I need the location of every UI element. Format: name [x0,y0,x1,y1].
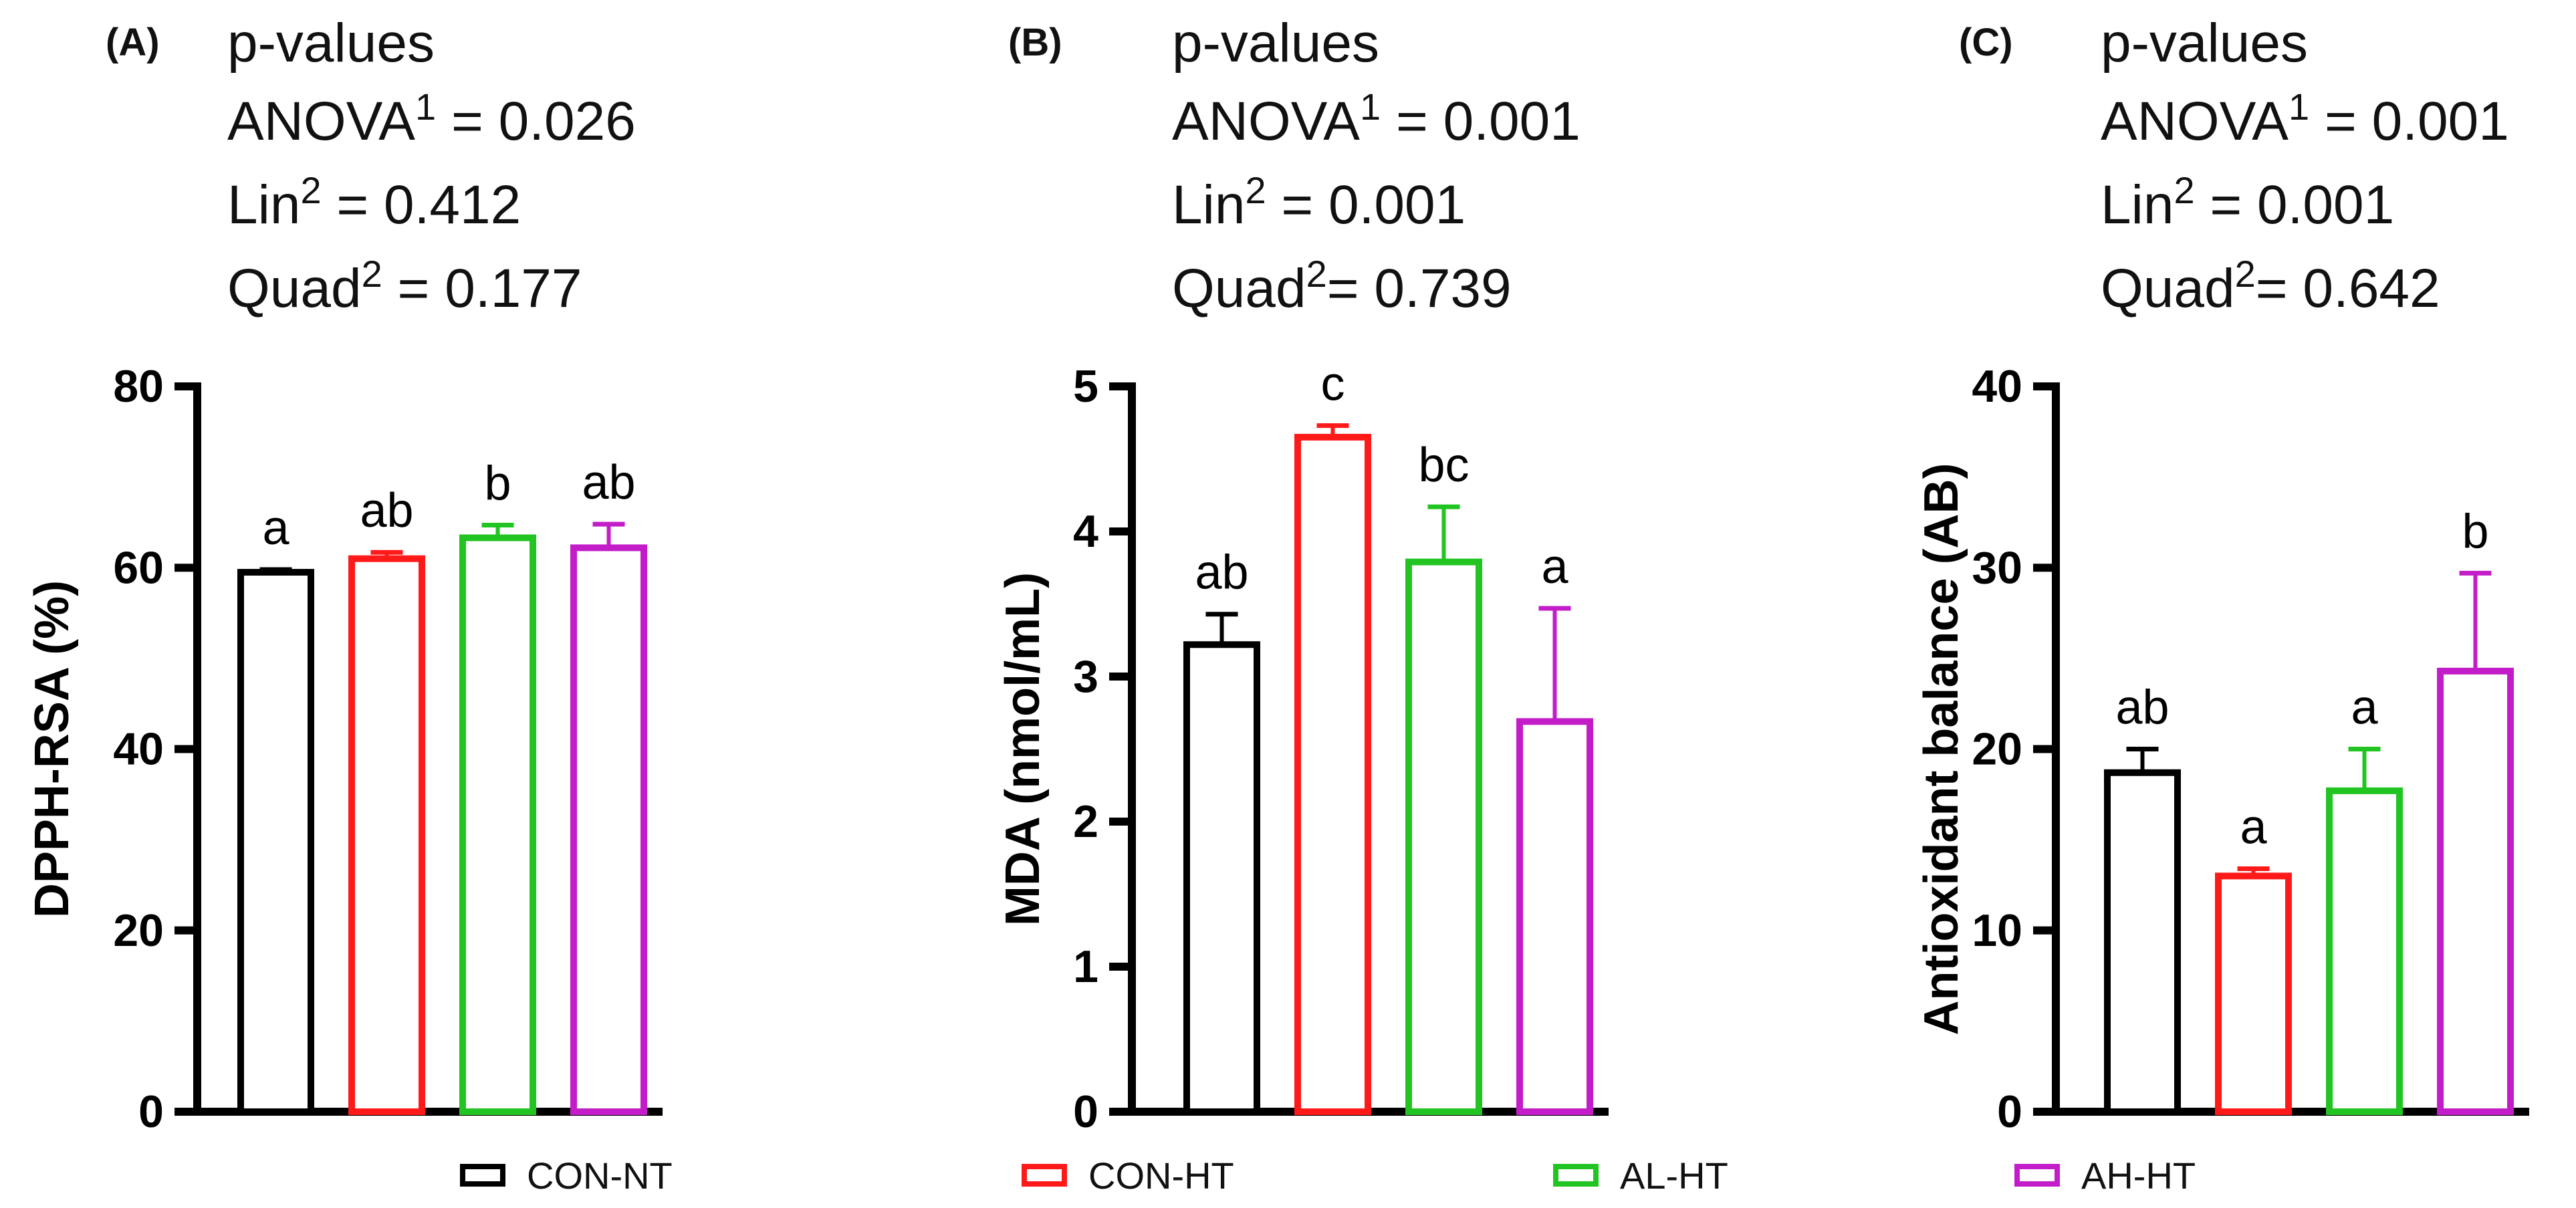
y-axis-title: MDA (nmol/mL) [996,572,1050,926]
legend-swatch [1553,1164,1599,1187]
stats-heading: p-values [227,13,435,74]
legend-item-con-ht: CON-HT [1022,1154,1234,1197]
legend-label: CON-NT [527,1154,673,1197]
stats-lin: Lin2 = 0.001 [1172,169,1466,235]
legend-label: AL-HT [1620,1154,1728,1197]
bar-con-ht [2215,872,2292,1115]
significance-letter: ab [1195,546,1248,600]
y-tick-label: 0 [1073,1086,1098,1137]
panel-b-stats: p-values ANOVA1 = 0.001 Lin2 = 0.001 Qua… [1172,4,1580,333]
significance-letter: c [1321,358,1345,411]
y-tick-label: 0 [138,1086,164,1137]
y-tick-label: 2 [1073,796,1098,847]
bar-ah-ht [1516,718,1593,1115]
panel-a-letter: (A) [106,21,160,64]
y-tick-label: 80 [113,361,164,412]
stats-lin: Lin2 = 0.001 [2101,169,2395,235]
bar-con-nt [237,569,314,1115]
y-tick-label: 3 [1073,651,1098,702]
y-tick-label: 30 [1972,542,2022,593]
y-tick-label: 40 [113,724,164,775]
legend-swatch [460,1164,505,1187]
y-tick-label: 5 [1073,361,1098,412]
bar-al-ht [2326,787,2403,1115]
stats-anova: ANOVA1 = 0.026 [227,86,636,152]
y-axis-title: Antioxidant balance (AB) [1915,463,1968,1035]
significance-letter: a [1541,540,1568,594]
stats-heading: p-values [2101,13,2308,74]
y-tick-label: 4 [1073,506,1098,557]
panel-b-letter: (B) [1008,21,1062,64]
legend-label: CON-HT [1088,1154,1234,1197]
significance-letter: a [2240,801,2267,854]
significance-letter: b [2462,505,2488,558]
stats-heading: p-values [1172,13,1379,74]
legend-swatch [2014,1164,2060,1187]
bar-con-ht [1294,433,1371,1115]
bar-con-ht [348,555,425,1115]
stats-anova: ANOVA1 = 0.001 [1172,86,1580,152]
significance-letter: a [262,501,289,555]
stats-quad: Quad2= 0.642 [2101,253,2440,319]
stats-anova: ANOVA1 = 0.001 [2101,86,2509,152]
bar-ah-ht [2437,667,2514,1115]
legend-item-al-ht: AL-HT [1553,1154,1728,1197]
y-axis-title: DPPH-RSA (%) [25,580,79,918]
panel-c-letter: (C) [1959,21,2013,64]
significance-letter: b [484,457,511,511]
stats-lin: Lin2 = 0.412 [227,169,521,235]
y-tick-label: 60 [113,542,164,593]
stats-quad: Quad2 = 0.177 [227,253,582,319]
y-tick-label: 1 [1073,941,1098,992]
bar-al-ht [1405,558,1482,1115]
panel-a-stats: p-values ANOVA1 = 0.026 Lin2 = 0.412 Qua… [227,4,636,333]
legend-item-con-nt: CON-NT [460,1154,673,1197]
y-tick-label: 40 [1972,361,2022,412]
y-tick-label: 0 [1997,1086,2022,1137]
bar-con-nt [2104,769,2181,1115]
stats-quad: Quad2= 0.739 [1172,253,1512,319]
panel-c-stats: p-values ANOVA1 = 0.001 Lin2 = 0.001 Qua… [2101,4,2509,333]
significance-letter: ab [2115,681,2169,735]
significance-letter: bc [1418,439,1469,492]
legend-swatch [1022,1164,1067,1187]
legend-label: AH-HT [2081,1154,2196,1197]
y-tick-label: 10 [1972,905,2022,956]
y-tick-label: 20 [1972,724,2022,775]
bar-ah-ht [570,544,647,1115]
bar-con-nt [1183,641,1260,1115]
significance-letter: ab [582,456,635,509]
significance-letter: a [2351,681,2378,735]
significance-letter: ab [360,484,413,537]
bar-al-ht [459,534,536,1115]
legend-item-ah-ht: AH-HT [2014,1154,2196,1197]
y-tick-label: 20 [113,905,164,956]
